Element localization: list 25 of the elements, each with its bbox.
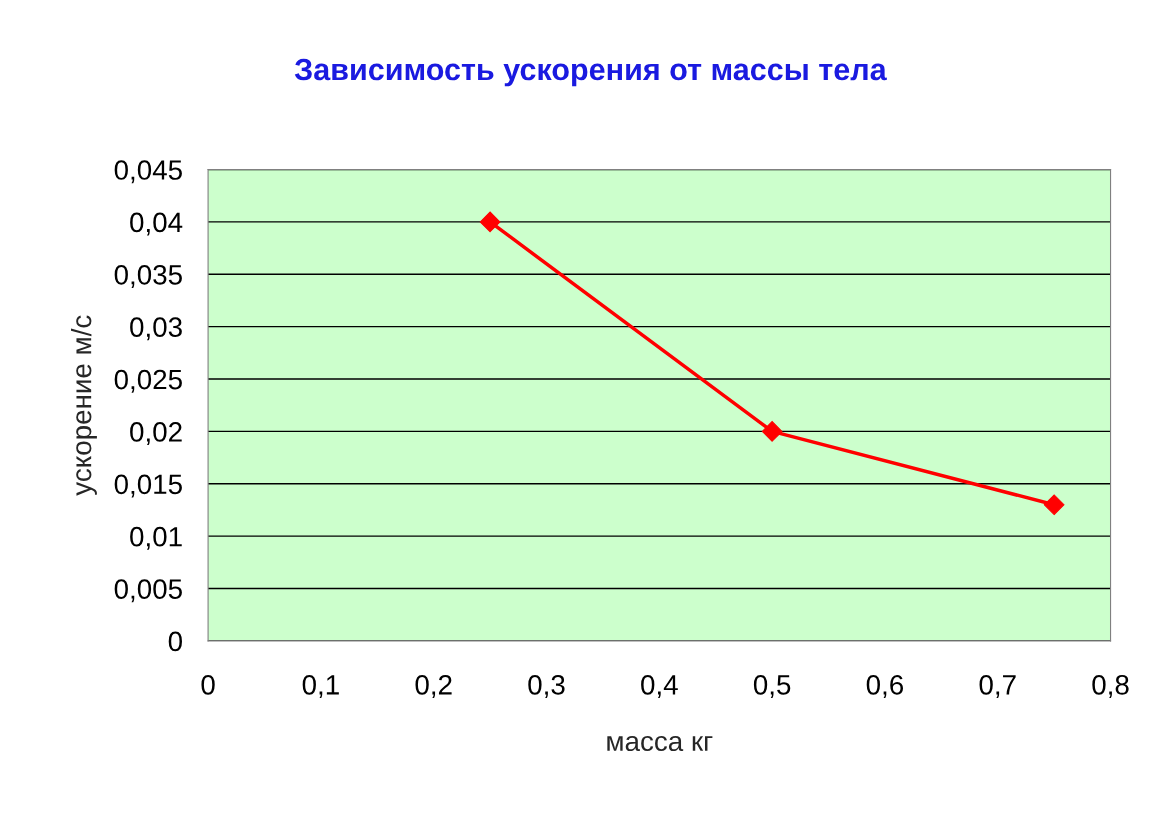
x-tick-label: 0,6 [866,674,904,698]
x-tick-label: 0,5 [753,674,791,698]
x-tick-label: 0 [201,674,215,695]
x-tick-label: 0,4 [641,674,678,698]
y-tick-label: 0 [168,631,182,652]
chart-title: Зависимость ускорения от массы тела [294,58,887,87]
point [479,211,501,233]
x-tick-label: 0,8 [1092,674,1129,698]
y-tick-label: 0,015 [114,474,182,498]
y-tick-label: 0,03 [130,317,182,341]
y-tick-label: 0,025 [114,369,182,393]
y-tick-label: 0,02 [130,422,182,446]
point [1043,494,1065,516]
x-tick-label: 0,7 [979,674,1016,698]
x-tick-label: 0,1 [302,674,339,698]
x-tick-label: 0,3 [528,674,565,698]
y-tick-label: 0,04 [130,212,183,236]
y-tick-label: 0,005 [114,579,182,603]
point [761,421,783,442]
y-tick-label: 0,045 [114,160,182,184]
y-axis-title: ускорение м/с [71,315,97,496]
x-tick-label: 0,2 [415,674,452,698]
y-tick-label: 0,01 [130,526,182,550]
x-axis-title: масса кг [607,735,713,752]
y-tick-label: 0,035 [114,264,182,288]
